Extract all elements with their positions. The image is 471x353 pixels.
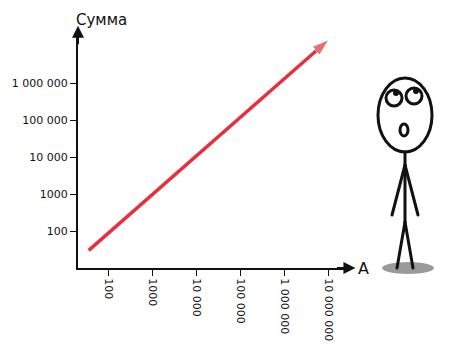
svg-text:1 000 000: 1 000 000 [278,278,291,334]
svg-text:A: A [358,259,369,278]
svg-text:10 000: 10 000 [190,278,203,317]
svg-text:1000: 1000 [40,188,68,201]
svg-text:100 000: 100 000 [22,114,68,127]
svg-text:Сумма: Сумма [76,11,127,29]
svg-text:100: 100 [47,225,68,238]
svg-text:1 000 000: 1 000 000 [12,77,68,90]
svg-text:10 000: 10 000 [29,151,68,164]
svg-text:1000: 1000 [146,278,159,306]
svg-text:100 000: 100 000 [234,278,247,324]
svg-text:10 000 000: 10 000 000 [322,278,335,341]
svg-text:100: 100 [102,278,115,299]
